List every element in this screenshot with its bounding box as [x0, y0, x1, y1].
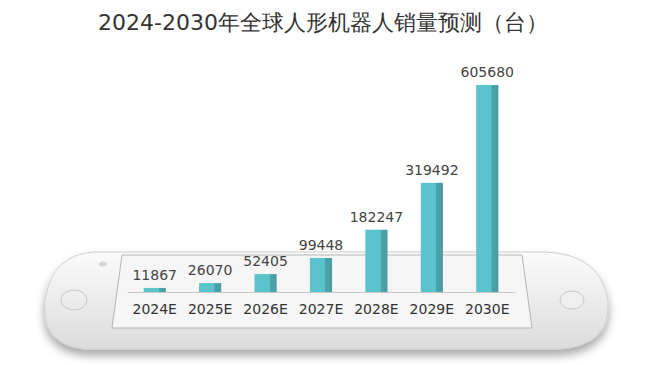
- x-tick: 2026E: [243, 292, 287, 317]
- bar: [144, 288, 166, 292]
- bar: [421, 183, 443, 292]
- bar: [365, 230, 387, 292]
- bar: [199, 283, 221, 292]
- bar: [310, 258, 332, 292]
- chart: 2024-2030年全球人形机器人销量预测（台）2024E2025E2026E2…: [0, 0, 646, 365]
- x-tick: 2028E: [354, 292, 398, 317]
- data-label: 319492: [405, 162, 458, 178]
- chart-title: 2024-2030年全球人形机器人销量预测（台）: [98, 10, 548, 35]
- x-tick: 2027E: [299, 292, 343, 317]
- x-tick-label: 2029E: [410, 301, 454, 317]
- bars: [144, 85, 499, 292]
- bar: [476, 85, 498, 292]
- bar: [254, 274, 276, 292]
- x-tick-label: 2026E: [243, 301, 287, 317]
- x-tick-label: 2024E: [132, 301, 176, 317]
- x-tick-label: 2028E: [354, 301, 398, 317]
- x-tick: 2030E: [465, 292, 509, 317]
- x-tick: 2029E: [410, 292, 454, 317]
- x-axis-line: [128, 292, 516, 293]
- data-labels: 11867 26070 52405 99448 182247 319492 605680: [132, 64, 514, 283]
- x-tick-label: 2025E: [188, 301, 232, 317]
- data-label: 605680: [461, 64, 514, 80]
- phone-button: [61, 290, 87, 310]
- phone-body: [45, 252, 609, 349]
- data-label: 11867: [132, 267, 177, 283]
- phone-screen: [112, 255, 532, 328]
- x-tick-label: 2027E: [299, 301, 343, 317]
- phone-decoration: [45, 252, 609, 349]
- phone-button: [560, 291, 584, 309]
- data-label: 182247: [350, 209, 403, 225]
- data-label: 26070: [188, 262, 233, 278]
- data-label: 52405: [243, 253, 288, 269]
- x-tick-label: 2030E: [465, 301, 509, 317]
- data-label: 99448: [299, 237, 344, 253]
- phone-camera: [99, 262, 107, 267]
- x-axis: 2024E 2025E 2026E 2027E 2028E 2029E 2030E: [128, 292, 516, 317]
- x-tick: 2024E: [132, 292, 176, 317]
- x-tick: 2025E: [188, 292, 232, 317]
